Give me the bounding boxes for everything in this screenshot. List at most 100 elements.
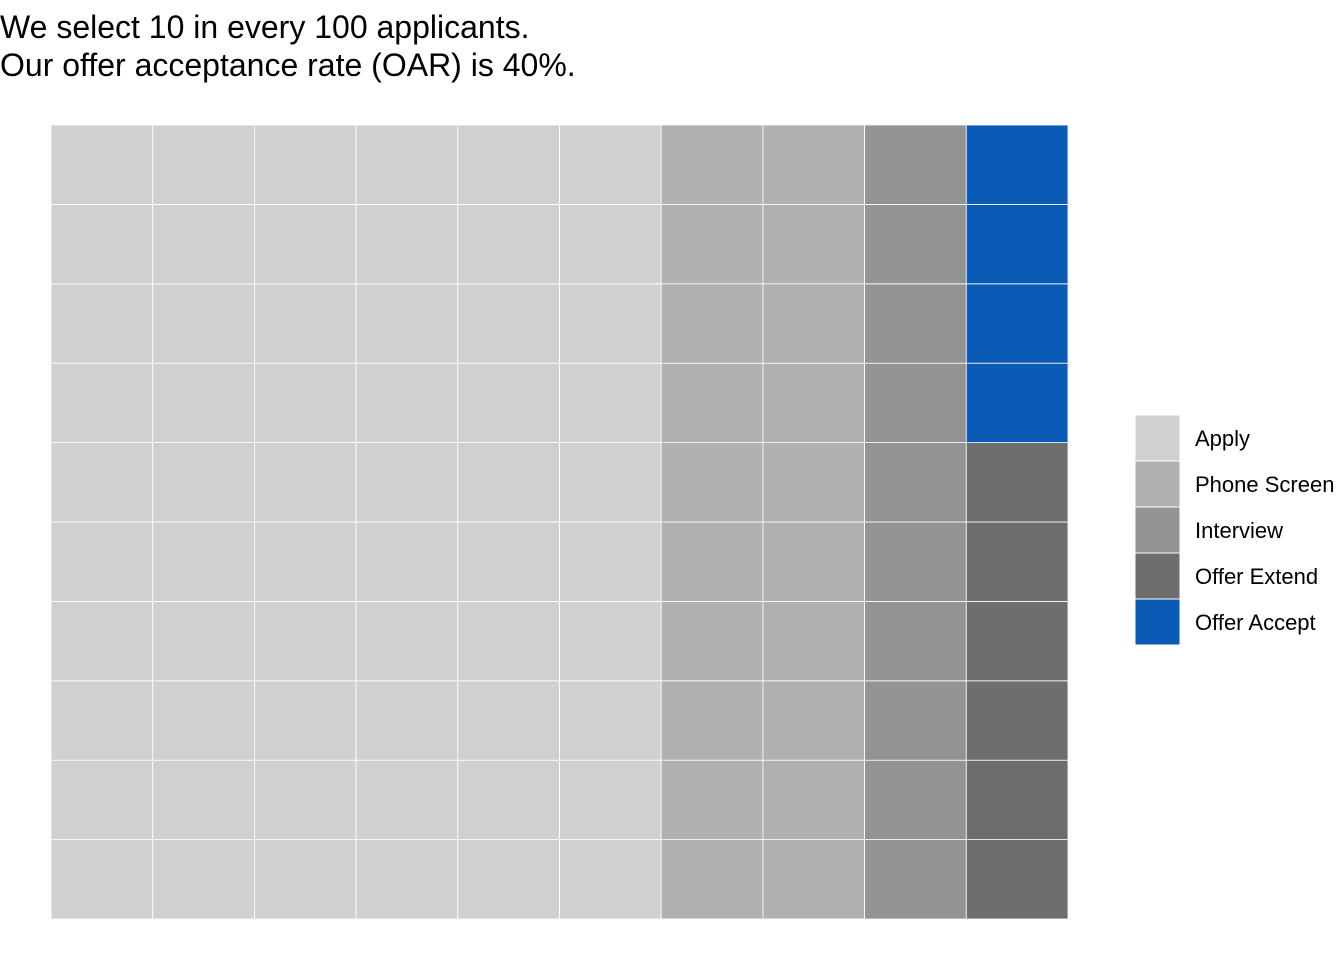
waffle-cell-apply [50, 680, 154, 761]
waffle-cell-apply [559, 362, 662, 444]
waffle-cell-offer-extend [965, 759, 1069, 841]
waffle-cell-apply [253, 839, 357, 920]
waffle-cell-apply [355, 362, 459, 444]
waffle-cell-apply [50, 442, 154, 523]
waffle-cell-apply [457, 362, 560, 444]
waffle-cell-apply [457, 601, 560, 682]
legend-label-offer-extend: Offer Extend [1195, 564, 1318, 589]
waffle-cell-phone-screen [762, 839, 866, 920]
waffle-cell-apply [457, 203, 560, 285]
waffle-cell-apply [50, 283, 154, 364]
waffle-cell-phone-screen [660, 203, 764, 285]
waffle-cell-interview [864, 362, 967, 444]
waffle-cells [50, 124, 1069, 920]
waffle-cell-offer-accept [965, 362, 1069, 444]
waffle-cell-apply [152, 283, 255, 364]
waffle-cell-apply [355, 442, 459, 523]
waffle-cell-apply [253, 283, 357, 364]
waffle-cell-apply [355, 680, 459, 761]
waffle-cell-phone-screen [660, 283, 764, 364]
waffle-cell-interview [864, 203, 967, 285]
waffle-cell-apply [152, 601, 255, 682]
waffle-cell-apply [355, 601, 459, 682]
waffle-cell-apply [50, 203, 154, 285]
waffle-cell-phone-screen [660, 601, 764, 682]
waffle-cell-apply [355, 839, 459, 920]
legend-label-offer-accept: Offer Accept [1195, 610, 1316, 635]
waffle-cell-offer-accept [965, 124, 1069, 205]
waffle-cell-apply [457, 680, 560, 761]
waffle-cell-phone-screen [660, 839, 764, 920]
waffle-cell-interview [864, 521, 967, 602]
waffle-cell-interview [864, 601, 967, 682]
waffle-cell-apply [559, 203, 662, 285]
legend-key-offer-accept [1134, 598, 1181, 646]
waffle-cell-apply [152, 680, 255, 761]
waffle-cell-apply [559, 442, 662, 523]
legend: Apply Phone Screen Interview Offer Extend Of… [1134, 414, 1334, 646]
legend-label-apply: Apply [1195, 426, 1250, 451]
waffle-cell-apply [50, 362, 154, 444]
waffle-cell-apply [50, 839, 154, 920]
legend-key-phone-screen [1134, 460, 1181, 508]
waffle-cell-apply [355, 203, 459, 285]
waffle-cell-apply [152, 521, 255, 602]
waffle-cell-phone-screen [762, 203, 866, 285]
waffle-cell-apply [355, 124, 459, 205]
waffle-cell-apply [559, 124, 662, 205]
waffle-cell-apply [559, 521, 662, 602]
waffle-cell-apply [253, 124, 357, 205]
waffle-cell-offer-extend [965, 521, 1069, 602]
waffle-cell-phone-screen [762, 680, 866, 761]
legend-label-interview: Interview [1195, 518, 1283, 543]
waffle-cell-apply [559, 759, 662, 841]
waffle-cell-apply [152, 759, 255, 841]
waffle-cell-offer-extend [965, 839, 1069, 920]
waffle-cell-phone-screen [762, 442, 866, 523]
waffle-cell-apply [50, 601, 154, 682]
waffle-cell-apply [355, 759, 459, 841]
waffle-cell-apply [152, 362, 255, 444]
waffle-cell-phone-screen [660, 521, 764, 602]
waffle-cell-apply [253, 203, 357, 285]
legend-key-offer-extend [1134, 552, 1181, 600]
waffle-cell-interview [864, 442, 967, 523]
waffle-cell-apply [457, 839, 560, 920]
waffle-cell-offer-extend [965, 601, 1069, 682]
waffle-cell-offer-accept [965, 203, 1069, 285]
waffle-cell-apply [253, 521, 357, 602]
chart-title-line-1: We select 10 in every 100 applicants. [0, 9, 530, 45]
chart-title-line-2: Our offer acceptance rate (OAR) is 40%. [0, 47, 576, 83]
waffle-cell-apply [457, 442, 560, 523]
waffle-cell-phone-screen [762, 521, 866, 602]
waffle-cell-phone-screen [762, 601, 866, 682]
waffle-cell-apply [355, 521, 459, 602]
waffle-cell-offer-accept [965, 283, 1069, 364]
waffle-cell-apply [559, 283, 662, 364]
waffle-cell-phone-screen [762, 124, 866, 205]
waffle-cell-phone-screen [660, 124, 764, 205]
waffle-cell-apply [152, 124, 255, 205]
waffle-cell-phone-screen [660, 362, 764, 444]
waffle-cell-phone-screen [660, 442, 764, 523]
waffle-cell-apply [253, 601, 357, 682]
waffle-cell-apply [559, 680, 662, 761]
waffle-cell-offer-extend [965, 680, 1069, 761]
waffle-cell-apply [253, 680, 357, 761]
waffle-cell-phone-screen [762, 759, 866, 841]
waffle-cell-offer-extend [965, 442, 1069, 523]
waffle-cell-apply [50, 759, 154, 841]
waffle-cell-apply [559, 839, 662, 920]
waffle-cell-phone-screen [660, 680, 764, 761]
waffle-cell-interview [864, 283, 967, 364]
legend-label-phone-screen: Phone Screen [1195, 472, 1334, 497]
waffle-cell-apply [253, 442, 357, 523]
waffle-cell-apply [355, 283, 459, 364]
waffle-cell-apply [253, 362, 357, 444]
waffle-cell-apply [457, 759, 560, 841]
legend-key-apply [1134, 414, 1181, 462]
waffle-cell-apply [559, 601, 662, 682]
waffle-cell-apply [457, 283, 560, 364]
waffle-cell-interview [864, 680, 967, 761]
